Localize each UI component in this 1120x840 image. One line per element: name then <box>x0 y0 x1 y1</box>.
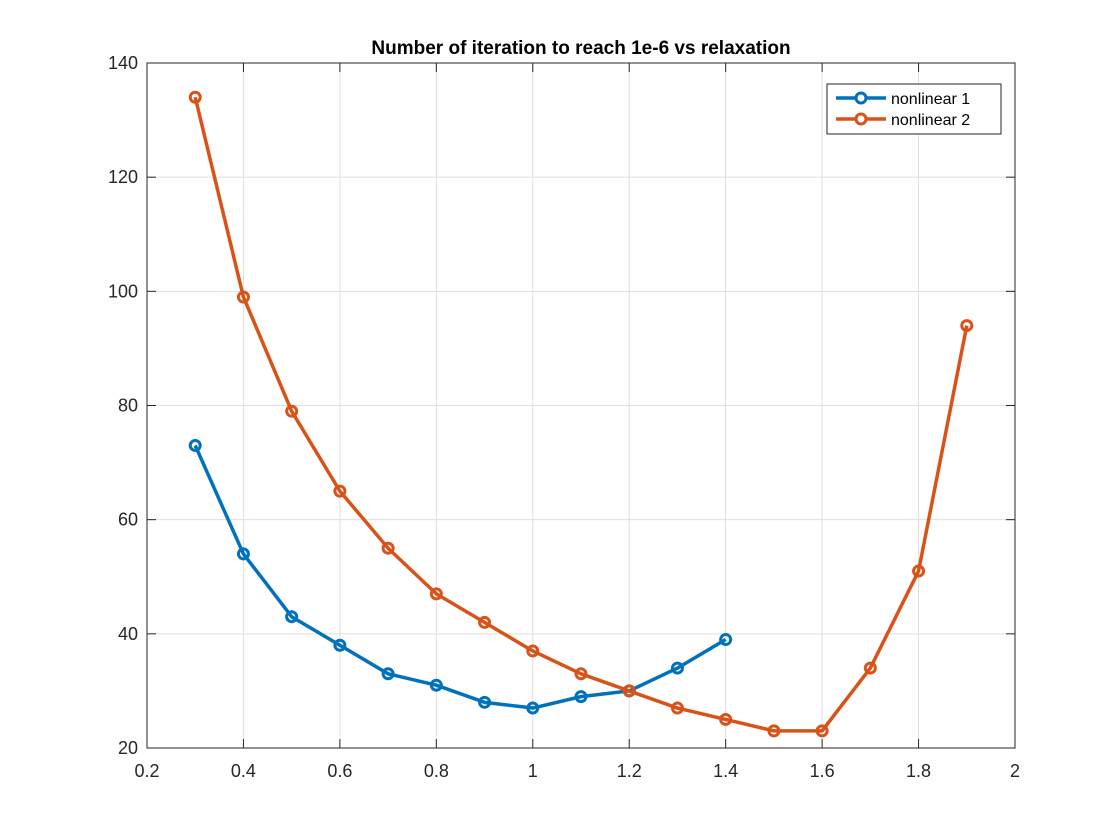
data-point <box>670 661 684 675</box>
legend-item: nonlinear 1 <box>836 91 970 108</box>
data-point <box>719 712 733 726</box>
data-point <box>526 644 540 658</box>
series-2 <box>188 90 974 738</box>
y-tick-label: 100 <box>108 281 138 301</box>
legend-item: nonlinear 2 <box>836 112 970 129</box>
data-point <box>478 615 492 629</box>
legend-label: nonlinear 1 <box>891 91 970 108</box>
y-tick-label: 80 <box>118 396 138 416</box>
data-point <box>188 90 202 104</box>
data-series <box>188 90 974 738</box>
data-point <box>574 667 588 681</box>
x-tick-label: 1.8 <box>906 761 931 781</box>
x-tick-label: 0.6 <box>327 761 352 781</box>
x-tick-label: 1.6 <box>810 761 835 781</box>
data-point <box>285 404 299 418</box>
x-tick-label: 1.4 <box>713 761 738 781</box>
y-tick-label: 120 <box>108 167 138 187</box>
y-tick-label: 20 <box>118 738 138 758</box>
legend-swatch-marker <box>854 91 868 105</box>
data-point <box>188 438 202 452</box>
chart-title: Number of iteration to reach 1e-6 vs rel… <box>371 38 790 59</box>
legend-box <box>826 83 1002 135</box>
series-line <box>193 96 969 733</box>
x-tick-label: 0.2 <box>134 761 159 781</box>
data-point <box>285 610 299 624</box>
data-point <box>815 724 829 738</box>
x-tick-label: 0.8 <box>424 761 449 781</box>
data-point <box>478 695 492 709</box>
x-tick-label: 1 <box>528 761 538 781</box>
data-point <box>429 678 443 692</box>
y-tick-label: 60 <box>118 510 138 530</box>
data-point <box>912 564 926 578</box>
data-point <box>767 724 781 738</box>
y-tick-label: 40 <box>118 624 138 644</box>
x-tick-label: 2 <box>1010 761 1020 781</box>
data-point <box>381 541 395 555</box>
x-tick-label: 1.2 <box>617 761 642 781</box>
data-point <box>574 690 588 704</box>
data-point <box>719 633 733 647</box>
data-point <box>863 661 877 675</box>
legend-label: nonlinear 2 <box>891 112 970 129</box>
axes: 0.2 0.4 0.6 0.8 1 1.2 1.4 1.6 1.8 2 20 40 60 80 100 120… <box>108 53 1020 781</box>
data-point <box>960 319 974 333</box>
data-point <box>333 638 347 652</box>
data-point <box>381 667 395 681</box>
data-point <box>670 701 684 715</box>
x-tick-label: 0.4 <box>231 761 256 781</box>
legend: nonlinear 1 nonlinear 2 <box>826 83 1002 135</box>
y-tick-label: 140 <box>108 53 138 73</box>
data-point <box>622 684 636 698</box>
series-line <box>193 444 727 710</box>
data-point <box>526 701 540 715</box>
legend-swatch-marker <box>854 112 868 126</box>
data-point <box>333 484 347 498</box>
data-point <box>236 290 250 304</box>
data-point <box>429 587 443 601</box>
data-point <box>236 547 250 561</box>
